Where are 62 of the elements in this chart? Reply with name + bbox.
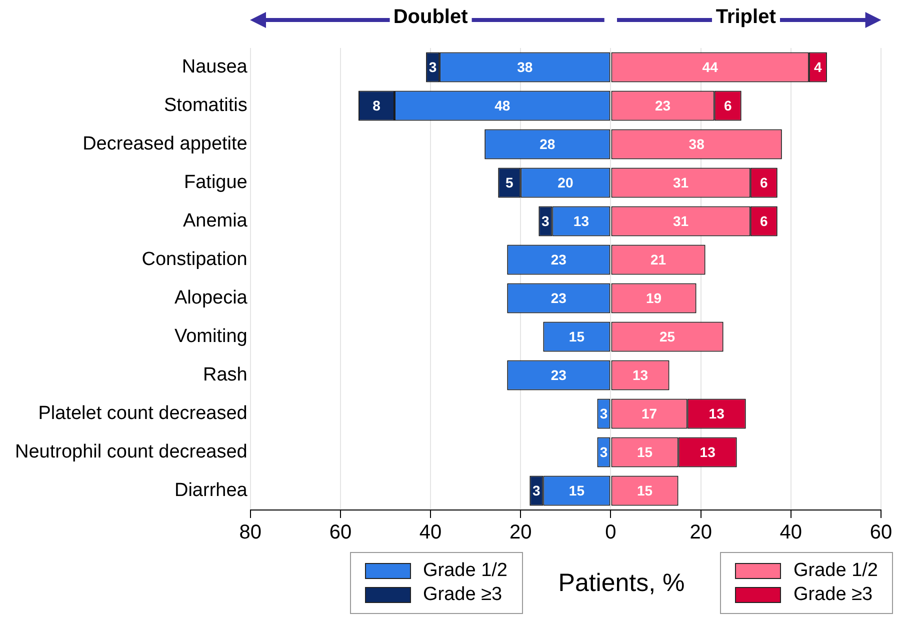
y-tick-label: Anemia [182, 210, 248, 232]
y-tick-label: Nausea [182, 56, 248, 78]
data-label: 23 [654, 98, 671, 114]
data-label: 21 [650, 252, 666, 268]
y-tick-label: Rash [203, 364, 248, 386]
y-tick-label: Vomiting [174, 326, 248, 347]
data-label: 23 [550, 252, 567, 268]
legend-label: Grade 1/2 [793, 559, 878, 583]
data-label: 15 [568, 482, 585, 499]
data-label: 15 [636, 482, 653, 499]
x-tick-label: 40 [780, 522, 802, 544]
data-label: 3 [600, 406, 608, 422]
x-tick-label: 60 [870, 522, 892, 544]
x-tick-label: 20 [510, 522, 532, 544]
x-tick-label: 0 [605, 522, 616, 544]
legend-label: Grade ≥3 [793, 583, 873, 607]
data-label: 6 [760, 213, 768, 230]
y-tick-label: Fatigue [184, 172, 248, 193]
data-label: 8 [372, 98, 381, 114]
y-tick-label: Platelet count decreased [38, 402, 248, 424]
data-label: 48 [494, 98, 510, 114]
data-label: 13 [700, 444, 716, 460]
data-label: 13 [632, 367, 648, 384]
y-tick-label: Decreased appetite [82, 133, 248, 154]
data-label: 44 [702, 59, 718, 76]
data-label: 13 [573, 213, 590, 230]
data-label: 15 [568, 328, 585, 345]
data-label: 4 [814, 59, 822, 76]
x-tick-label: 40 [419, 522, 442, 544]
text: Doublet [389, 6, 472, 29]
data-label: 3 [428, 59, 437, 76]
data-label: 28 [540, 136, 556, 152]
data-label: 25 [659, 328, 676, 345]
data-label: 38 [688, 136, 705, 152]
y-tick-label: Constipation [142, 248, 248, 270]
legend-label: Grade ≥3 [423, 583, 502, 607]
data-label: 15 [636, 444, 653, 460]
x-tick-label: 60 [329, 522, 352, 544]
data-label: 13 [708, 406, 725, 422]
legend-label: Grade 1/2 [423, 559, 508, 583]
y-tick-label: Neutrophil count decreased [14, 441, 248, 462]
data-label: 6 [760, 174, 768, 191]
data-label: 5 [505, 174, 514, 191]
data-label: 3 [600, 444, 608, 460]
data-label: 19 [646, 290, 662, 306]
x-tick-label: 20 [690, 522, 712, 544]
data-label: 31 [673, 213, 689, 230]
x-tick-label: 80 [239, 522, 262, 544]
y-tick-label: Alopecia [174, 287, 248, 308]
data-label: 3 [532, 482, 541, 499]
data-label: 3 [542, 213, 550, 230]
data-label: 6 [724, 98, 732, 114]
data-label: 31 [673, 174, 689, 191]
data-label: 23 [550, 367, 567, 384]
data-label: 38 [517, 59, 533, 76]
y-tick-label: Diarrhea [174, 480, 248, 501]
x-axis-title: Patients, % [558, 568, 685, 598]
text: Triplet [712, 6, 780, 29]
data-label: 17 [641, 406, 658, 422]
data-label: 23 [550, 290, 567, 306]
y-tick-label: Stomatitis [164, 94, 248, 116]
data-label: 20 [558, 174, 574, 191]
